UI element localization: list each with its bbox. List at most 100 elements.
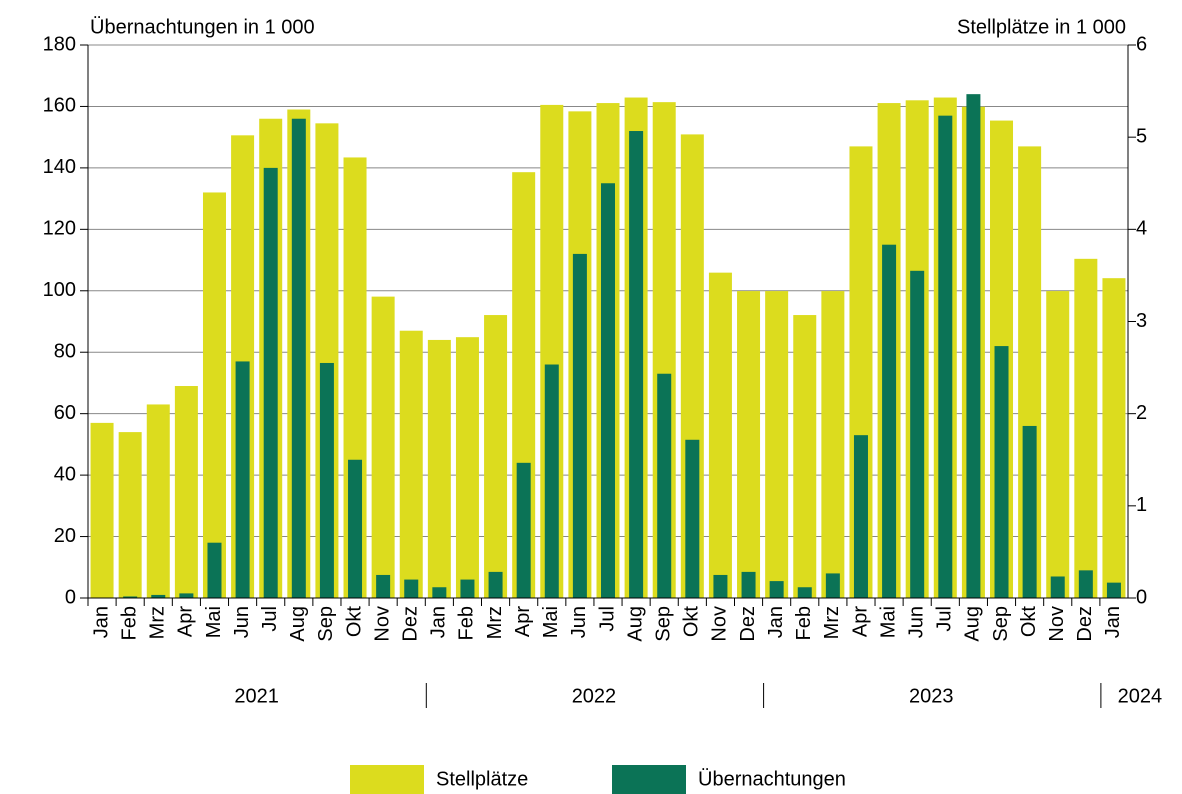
bar xyxy=(1078,570,1093,598)
x-tick-label: Jun xyxy=(568,606,590,638)
group-label: 2021 xyxy=(234,685,279,707)
x-tick-label: Jan xyxy=(765,606,787,638)
x-tick-label: Jun xyxy=(231,606,253,638)
bar xyxy=(657,373,672,598)
bar xyxy=(544,364,559,598)
bar xyxy=(455,337,479,598)
group-label: 2024 xyxy=(1118,685,1163,707)
legend-swatch xyxy=(350,765,424,794)
bar xyxy=(263,167,278,598)
bar xyxy=(737,291,761,598)
y-tick-label: 40 xyxy=(54,463,76,485)
x-tick-label: Apr xyxy=(512,606,534,637)
bar xyxy=(174,386,198,598)
bar xyxy=(741,571,756,598)
group-label: 2022 xyxy=(572,685,617,707)
bar xyxy=(793,315,817,598)
x-tick-label: Jan xyxy=(90,606,112,638)
x-tick-label: Feb xyxy=(793,606,815,640)
bar xyxy=(1106,582,1121,598)
y2-tick-label: 5 xyxy=(1136,125,1147,147)
y-tick-label: 140 xyxy=(43,156,76,178)
y2-tick-label: 6 xyxy=(1136,33,1147,55)
y-tick-label: 20 xyxy=(54,525,76,547)
x-tick-label: Jul xyxy=(596,606,618,632)
x-tick-label: Mai xyxy=(203,606,225,638)
bar xyxy=(685,439,700,598)
x-tick-label: Apr xyxy=(175,606,197,637)
x-tick-label: Mrz xyxy=(147,606,169,639)
x-tick-label: Mrz xyxy=(821,606,843,639)
group-label: 2023 xyxy=(909,685,954,707)
x-tick-label: Dez xyxy=(1074,606,1096,642)
y2-tick-label: 0 xyxy=(1136,586,1147,608)
y-tick-label: 80 xyxy=(54,341,76,363)
bar xyxy=(601,183,615,598)
x-tick-label: Mai xyxy=(540,606,562,638)
bar xyxy=(938,115,953,599)
bar xyxy=(882,244,897,598)
bar xyxy=(769,581,784,598)
bar xyxy=(348,459,363,598)
bar xyxy=(1050,576,1065,598)
x-tick-label: Jan xyxy=(428,606,450,638)
y-tick-label: 120 xyxy=(43,218,76,240)
x-tick-label: Apr xyxy=(849,606,871,637)
x-tick-label: Sep xyxy=(990,606,1012,642)
bar xyxy=(432,587,447,598)
bar xyxy=(1046,291,1070,598)
y2-tick-label: 3 xyxy=(1136,310,1147,332)
bar xyxy=(427,339,451,598)
bar xyxy=(797,587,812,598)
bar xyxy=(151,594,166,598)
bar xyxy=(994,346,1009,598)
x-tick-label: Aug xyxy=(624,606,646,642)
bar xyxy=(207,542,222,598)
x-tick-label: Feb xyxy=(118,606,140,640)
bar xyxy=(460,579,475,598)
bar xyxy=(399,330,423,598)
bar xyxy=(376,574,391,598)
x-tick-label: Dez xyxy=(737,606,759,642)
bar xyxy=(202,192,226,598)
bar xyxy=(516,462,531,598)
bar xyxy=(910,270,925,598)
bar xyxy=(118,432,142,598)
y-tick-label: 100 xyxy=(43,279,76,301)
legend-label: Stellplätze xyxy=(436,768,528,790)
bar xyxy=(484,315,508,598)
bar xyxy=(966,94,981,599)
x-tick-label: Okt xyxy=(681,606,703,638)
x-tick-label: Jul xyxy=(259,606,281,632)
bar xyxy=(1074,258,1098,598)
bar xyxy=(853,435,868,598)
x-tick-label: Nov xyxy=(371,606,393,642)
y2-tick-label: 2 xyxy=(1136,402,1147,424)
bar xyxy=(765,291,789,598)
y-tick-label: 0 xyxy=(65,586,76,608)
bar xyxy=(319,362,334,598)
bar xyxy=(90,422,114,598)
bar xyxy=(235,361,250,598)
bar xyxy=(291,118,306,598)
x-tick-label: Mrz xyxy=(484,606,506,639)
legend-label: Übernachtungen xyxy=(698,768,846,790)
bar xyxy=(1022,425,1037,598)
bar xyxy=(708,272,732,598)
bar xyxy=(371,296,395,598)
bar xyxy=(629,131,644,598)
x-tick-label: Nov xyxy=(709,606,731,642)
x-tick-label: Aug xyxy=(287,606,309,642)
x-tick-label: Mai xyxy=(877,606,899,638)
x-tick-label: Jan xyxy=(1102,606,1124,638)
bar xyxy=(821,291,845,598)
x-tick-label: Jul xyxy=(934,606,956,632)
right-axis-title: Stellplätze in 1 000 xyxy=(957,16,1126,38)
legend-swatch xyxy=(612,765,686,794)
x-tick-label: Okt xyxy=(1018,606,1040,638)
x-tick-label: Feb xyxy=(456,606,478,640)
bar xyxy=(404,579,419,598)
bar xyxy=(713,574,728,598)
bar xyxy=(179,593,194,598)
